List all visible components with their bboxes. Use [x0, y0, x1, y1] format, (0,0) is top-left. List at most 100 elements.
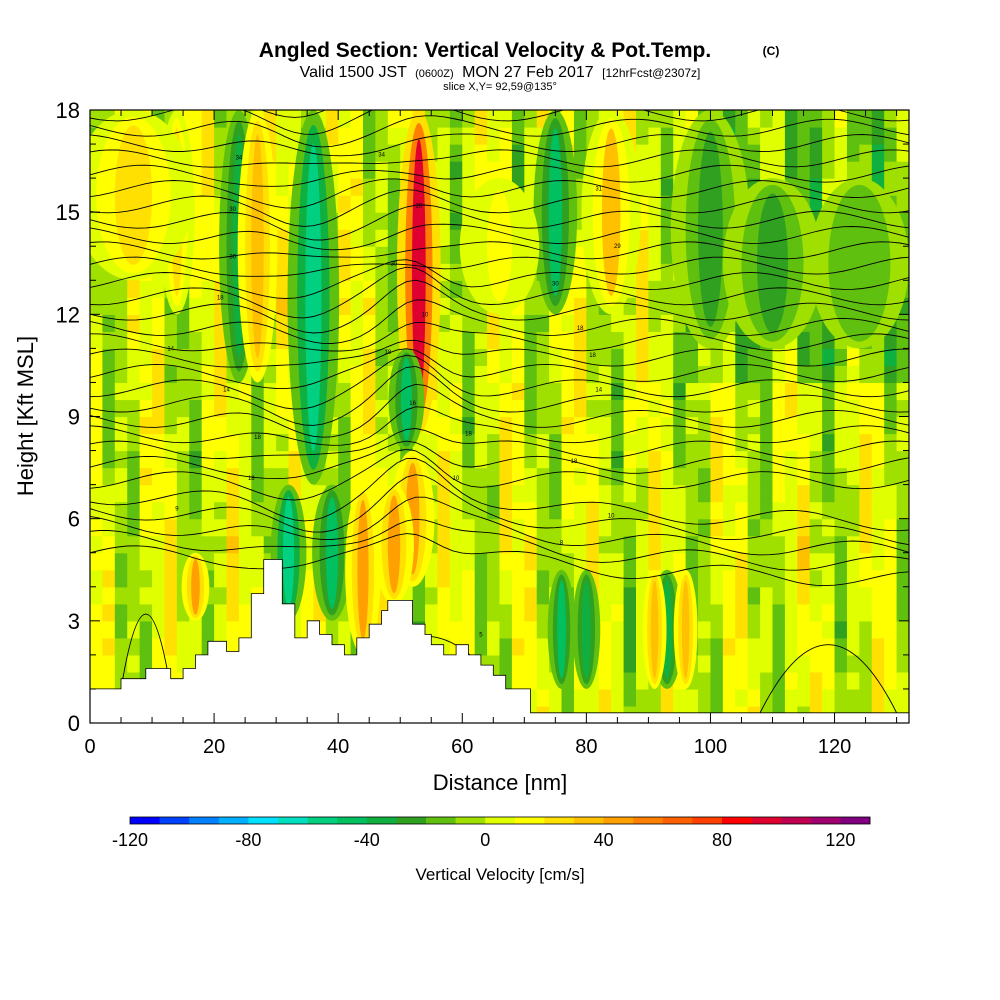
velocity-cell: [698, 365, 712, 384]
velocity-cell: [673, 416, 687, 435]
velocity-cell: [834, 586, 848, 605]
velocity-cell: [710, 552, 724, 571]
velocity-cell: [822, 161, 836, 179]
velocity-cell: [338, 314, 352, 332]
velocity-cell: [660, 314, 674, 332]
velocity-cell: [325, 127, 339, 145]
velocity-cell: [760, 637, 774, 656]
velocity-cell: [201, 212, 215, 230]
velocity-cell: [90, 297, 104, 315]
velocity-cell: [698, 433, 712, 452]
velocity-cell: [152, 518, 166, 537]
velocity-cell: [685, 688, 699, 707]
contour-label: 31: [595, 186, 602, 192]
velocity-cell: [846, 433, 860, 452]
velocity-cell: [189, 501, 203, 520]
velocity-cell: [859, 416, 873, 435]
velocity-cell: [176, 484, 190, 503]
velocity-cell: [152, 535, 166, 554]
velocity-cell: [797, 467, 811, 486]
velocity-cell: [747, 144, 761, 162]
velocity-cell: [549, 467, 563, 486]
velocity-cell: [586, 467, 600, 486]
velocity-cell: [747, 518, 761, 537]
velocity-cell: [660, 280, 674, 298]
velocity-cell: [809, 433, 823, 452]
velocity-cell: [350, 467, 364, 486]
isentrope-line: [90, 366, 909, 426]
velocity-cell: [623, 331, 637, 349]
velocity-cell: [884, 433, 898, 452]
velocity-cell: [511, 569, 525, 588]
velocity-cell: [884, 552, 898, 571]
velocity-cell: [834, 688, 848, 707]
velocity-cell: [846, 535, 860, 554]
velocity-cell: [846, 484, 860, 503]
velocity-cell: [263, 365, 277, 384]
velocity-cell: [896, 348, 909, 367]
colorbar-swatch: [426, 817, 456, 824]
contour-label: 10: [422, 312, 429, 318]
velocity-cell: [152, 586, 166, 605]
velocity-cell: [474, 331, 488, 349]
velocity-cell: [338, 229, 352, 247]
velocity-cell: [114, 399, 128, 418]
velocity-cell: [139, 450, 153, 469]
y-axis: 0 3 6 9 12 15 18: [56, 98, 909, 736]
velocity-cell: [127, 620, 141, 639]
velocity-cell: [437, 212, 451, 230]
velocity-cell: [573, 535, 587, 554]
velocity-cell: [846, 365, 860, 384]
velocity-cell: [152, 603, 166, 622]
velocity-cell: [350, 127, 364, 145]
velocity-cell: [251, 433, 265, 452]
subtitle-utc: (0600Z): [415, 68, 454, 80]
x-tick-label: 60: [451, 736, 473, 758]
velocity-cell: [896, 195, 909, 213]
velocity-cell: [363, 365, 377, 384]
velocity-cell: [611, 671, 625, 690]
velocity-cell: [710, 569, 724, 588]
velocity-cell: [139, 552, 153, 571]
chart-subtitle: Valid 1500 JST (0600Z) MON 27 Feb 2017 […: [300, 64, 701, 81]
velocity-cell: [102, 433, 116, 452]
velocity-cell: [226, 586, 240, 605]
chart-title: Angled Section: Vertical Velocity & Pot.…: [259, 39, 711, 62]
velocity-cell: [710, 484, 724, 503]
contour-label: 29: [614, 244, 621, 250]
velocity-cell: [214, 365, 228, 384]
velocity-cell: [437, 603, 451, 622]
velocity-cell: [772, 467, 786, 486]
velocity-cell: [809, 671, 823, 690]
velocity-cell: [722, 637, 736, 656]
velocity-cell: [437, 229, 451, 247]
velocity-cell: [859, 603, 873, 622]
velocity-cell: [747, 382, 761, 401]
velocity-cell: [549, 331, 563, 349]
velocity-cell: [251, 382, 265, 401]
velocity-cell: [871, 552, 885, 571]
velocity-cell: [809, 399, 823, 418]
contour-label: 16: [409, 401, 416, 407]
velocity-cell: [648, 382, 662, 401]
velocity-cell: [511, 484, 525, 503]
velocity-cell: [462, 144, 476, 162]
velocity-cell: [859, 620, 873, 639]
velocity-cell: [276, 331, 290, 349]
velocity-cell: [871, 161, 885, 179]
velocity-cell: [884, 535, 898, 554]
velocity-cell: [127, 450, 141, 469]
velocity-cell: [797, 688, 811, 707]
velocity-cell: [350, 178, 364, 196]
contour-label: 18: [217, 295, 224, 301]
velocity-cell: [735, 552, 749, 571]
velocity-cell: [598, 501, 612, 520]
velocity-cell: [387, 110, 401, 128]
velocity-cell: [238, 518, 252, 537]
velocity-cell: [834, 552, 848, 571]
velocity-cell: [896, 535, 909, 554]
velocity-cell: [511, 144, 525, 162]
isentrope-line: [759, 644, 897, 713]
velocity-cell: [747, 365, 761, 384]
velocity-cell: [772, 569, 786, 588]
